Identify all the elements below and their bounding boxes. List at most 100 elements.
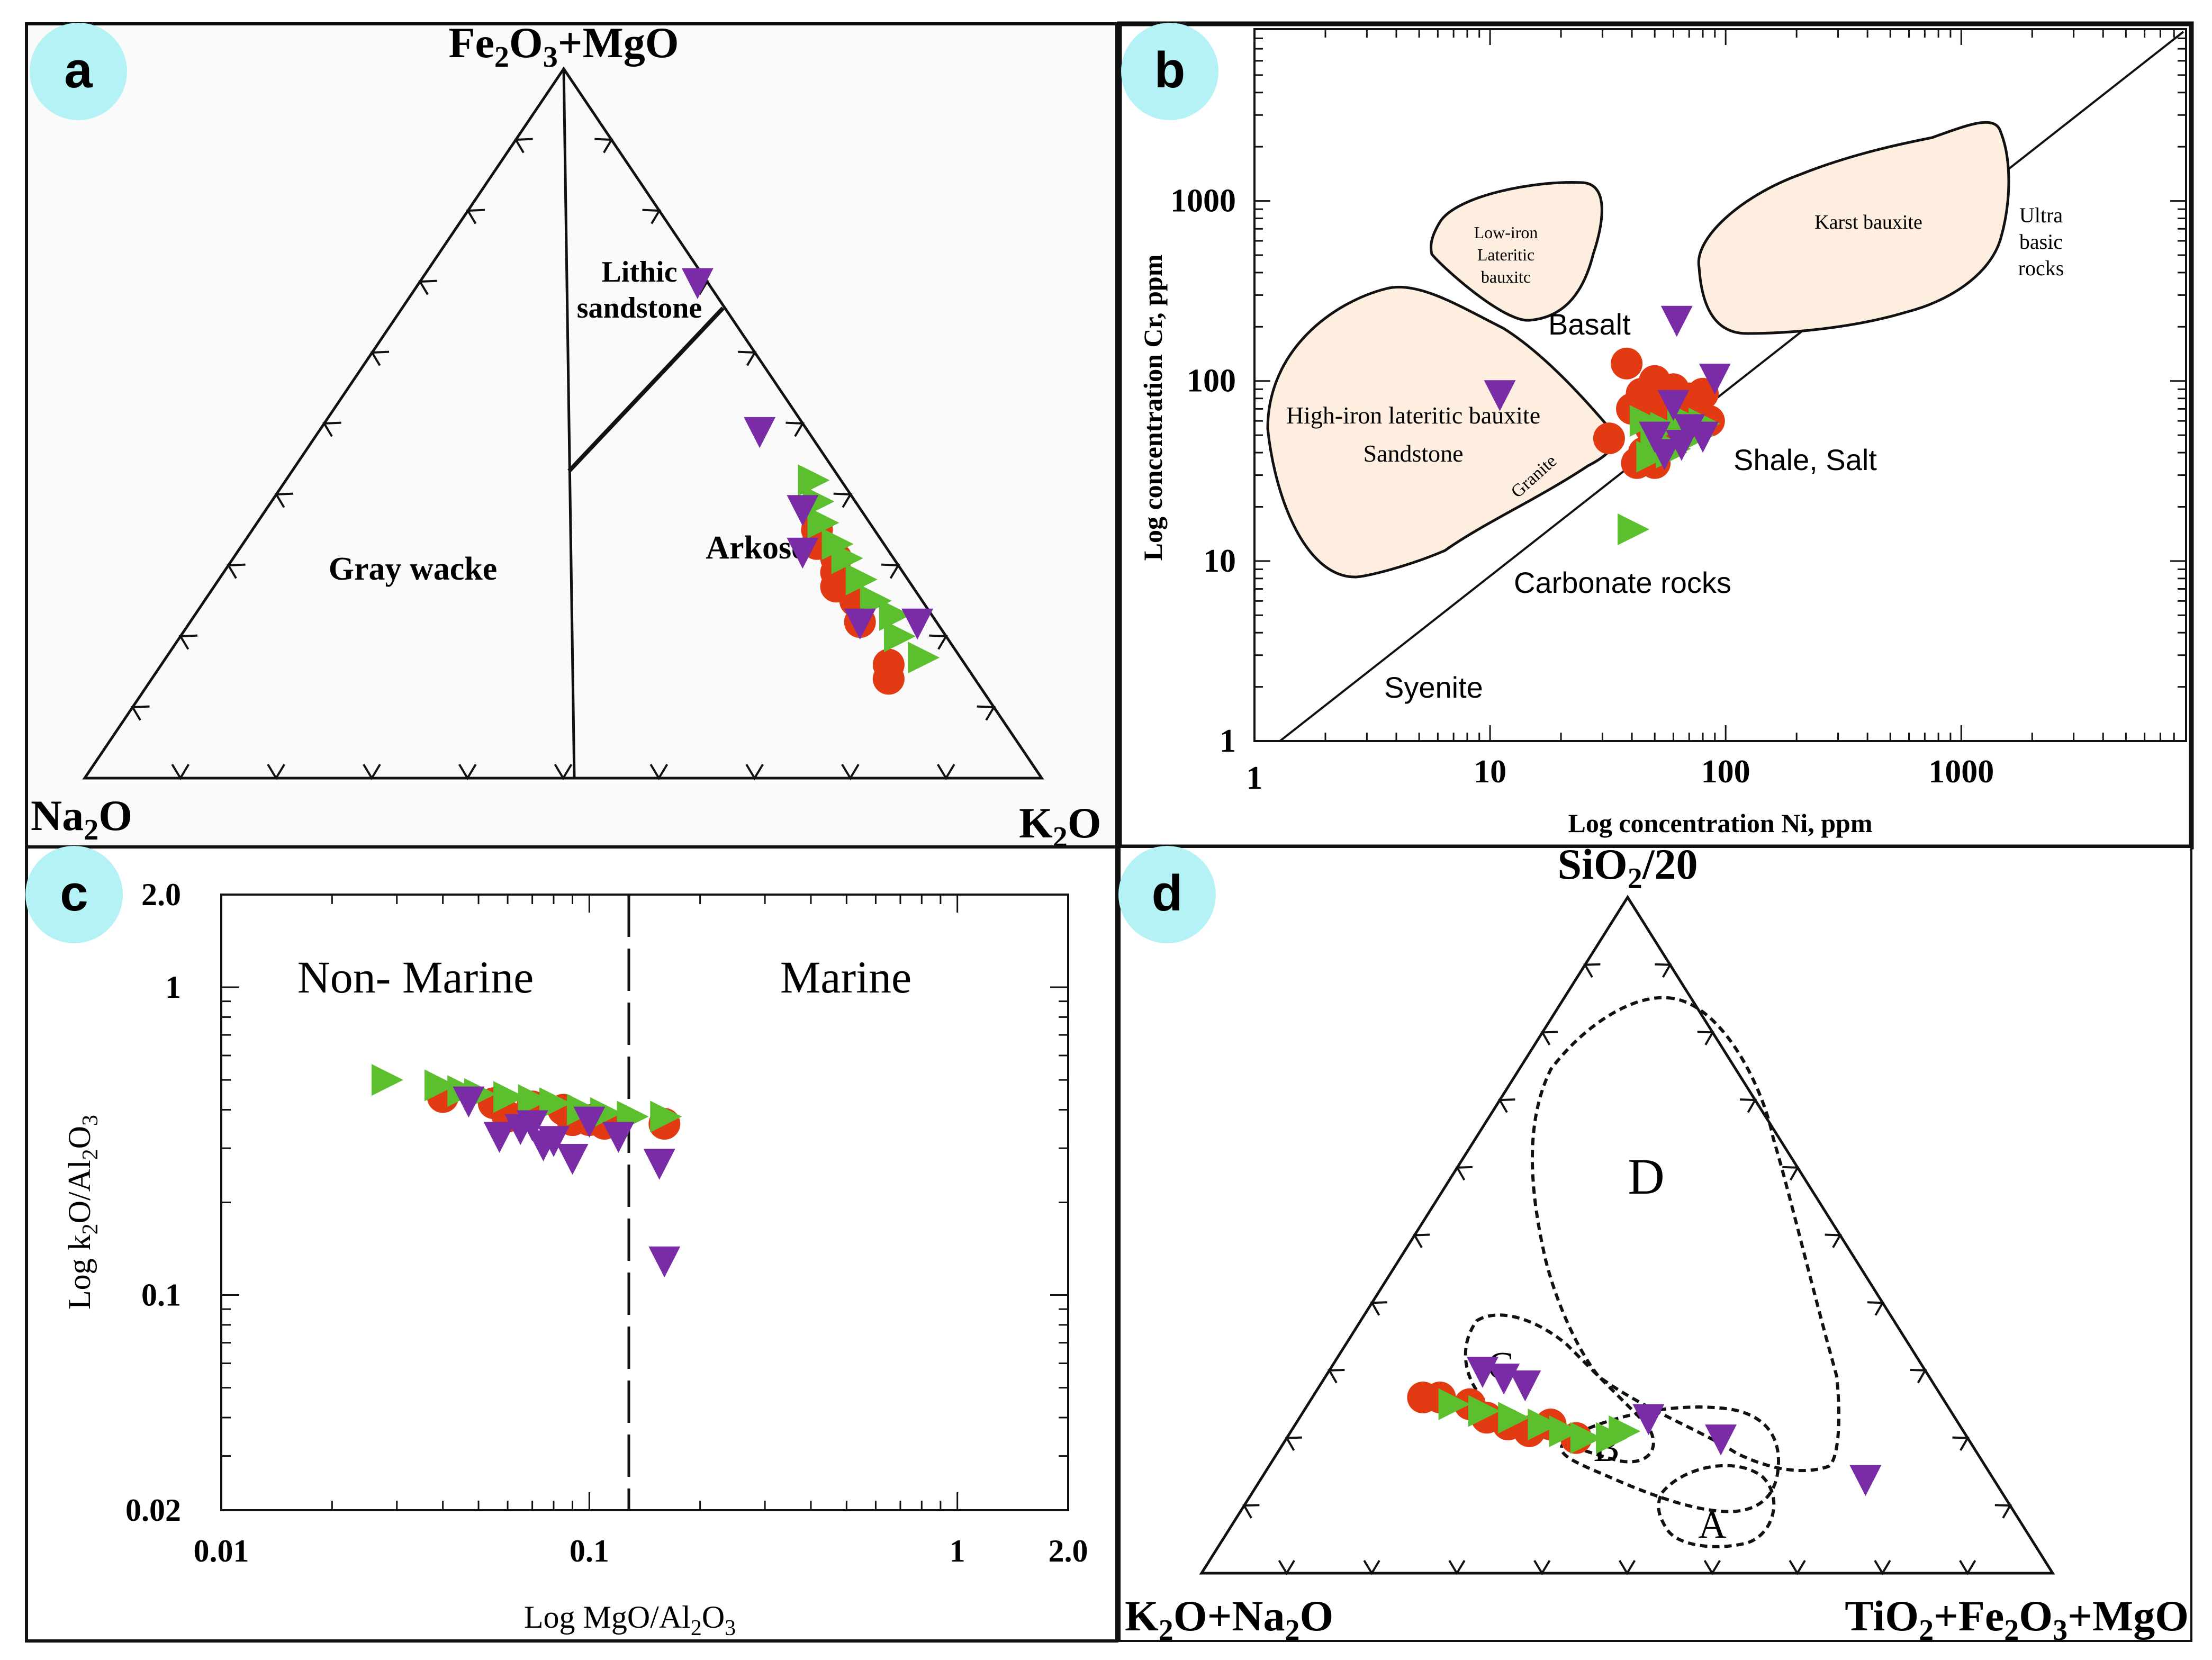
panel-b-axes xyxy=(1253,28,2187,742)
panel-d-tick xyxy=(1278,1559,1295,1575)
panel-c-ytick-label: 2.0 xyxy=(141,877,181,912)
panel-b-label-ultra-1: Ultra xyxy=(2019,203,2063,227)
panel-a-tick xyxy=(881,563,900,579)
panel-d-tick xyxy=(1874,1559,1891,1575)
panel-d-tick xyxy=(1703,1559,1721,1575)
panel-b-point-triangle-down xyxy=(1657,390,1690,421)
panel-b-ytick-label: 1 xyxy=(1220,723,1236,759)
panel-d-point-triangle-right xyxy=(1498,1402,1530,1434)
panel-d-point-triangle-down xyxy=(1705,1424,1737,1456)
panel-b-xtick-label: 1 xyxy=(1247,760,1263,796)
panel-d-point-triangle-right xyxy=(1549,1415,1581,1447)
panel-d-point-triangle-down xyxy=(1632,1404,1665,1436)
panel-a-tick xyxy=(554,763,573,780)
panel-b-xlabel: Log concentration Ni, ppm xyxy=(1568,808,1873,838)
panel-c-badge-label: c xyxy=(60,865,88,922)
panel-b-ytick-label: 10 xyxy=(1203,543,1236,579)
panel-d-tick xyxy=(1363,1559,1380,1575)
panel-c-point-triangle-down xyxy=(648,1246,681,1278)
panel-c-frame xyxy=(25,845,1118,1643)
panel-d-point-triangle-down xyxy=(1849,1465,1882,1496)
panel-a-tick xyxy=(227,563,246,579)
panel-b-points xyxy=(1484,305,1731,545)
panel-b-ylabel: Log concentration Cr, ppm xyxy=(1138,255,1168,561)
panel-d-tick xyxy=(1455,1166,1473,1181)
panel-d-ticks xyxy=(1242,963,2012,1575)
panel-b-field-low-iron xyxy=(1429,181,1603,322)
panel-d-tick xyxy=(1328,1368,1345,1384)
panel-c-point-triangle-right xyxy=(424,1069,456,1102)
panel-a-point-triangle-down xyxy=(787,495,819,526)
panel-d-field-A xyxy=(1657,1464,1776,1548)
panel-c-point-triangle-right xyxy=(493,1081,526,1113)
panel-d-tick xyxy=(1370,1301,1387,1316)
panel-b-label-carbonate: Carbonate rocks xyxy=(1514,566,1731,599)
panel-d-field-C xyxy=(1464,1313,1655,1464)
panel-a-point-triangle-right xyxy=(845,563,878,596)
panel-a-label-graywacke: Gray wacke xyxy=(329,551,498,587)
panel-b-xtick-label: 100 xyxy=(1701,754,1750,790)
panel-a-tick xyxy=(833,492,853,508)
panel-d-point-triangle-right xyxy=(1438,1388,1470,1420)
panel-c-point-triangle-down xyxy=(556,1144,589,1175)
panel-a-points xyxy=(681,268,940,695)
panel-d-tick xyxy=(1413,1233,1430,1248)
panel-c-point-triangle-right xyxy=(371,1064,403,1096)
panel-c-xlabel: Log MgO/Al2O3 xyxy=(524,1600,736,1640)
panel-d-point-triangle-right xyxy=(1468,1395,1500,1427)
panel-c-ytick-label: 0.02 xyxy=(125,1493,181,1528)
panel-a-tick xyxy=(745,763,764,780)
panel-a-point-triangle-right xyxy=(908,642,940,674)
panel-a-apex-left: Na2O xyxy=(31,791,132,846)
panel-d-tick xyxy=(1697,1031,1715,1045)
panel-a-point-triangle-right xyxy=(884,620,916,652)
panel-d: D C B A SiO2/20 K2O+Na2O TiO2+Fe2O3+MgO … xyxy=(1118,840,2192,1647)
panel-a-tick xyxy=(642,209,662,224)
panel-d-tick xyxy=(1952,1436,1970,1451)
panel-b-ytick-label: 100 xyxy=(1187,363,1236,399)
panel-a-tick xyxy=(594,138,613,154)
panel-d-label-D: D xyxy=(1628,1148,1664,1205)
panel-d-tick xyxy=(1540,1031,1558,1045)
panel-a-label-sandstone: sandstone xyxy=(577,292,702,324)
panel-c-xtick-label: 0.1 xyxy=(570,1533,609,1568)
panel-d-tick xyxy=(1910,1368,1927,1384)
panel-a-field-line-arkose xyxy=(567,306,725,473)
panel-d-point-triangle-down xyxy=(1509,1370,1541,1402)
panel-d-tick xyxy=(1994,1504,2012,1519)
panel-a-point-triangle-down xyxy=(681,268,714,299)
panel-d-tick xyxy=(1789,1559,1806,1575)
panel-a-point-triangle-right xyxy=(821,528,854,560)
panel-a-tick xyxy=(841,763,860,780)
panel-b-point-triangle-down xyxy=(1687,421,1719,453)
panel-b-ytick-label: 1000 xyxy=(1170,183,1236,219)
panel-d-tick xyxy=(1285,1436,1302,1451)
panel-c-point-triangle-down xyxy=(573,1106,606,1138)
panel-c-xtick-label: 1 xyxy=(950,1533,965,1568)
panel-c-point-triangle-down xyxy=(643,1149,675,1180)
panel-b-label-shale: Shale, Salt xyxy=(1734,443,1877,476)
panel-b-point-triangle-right xyxy=(1618,513,1650,545)
panel-d-badge-label: d xyxy=(1152,865,1183,922)
panel-a: Fe2O3+MgO Na2O K2O Lithic sandstone Arko… xyxy=(25,19,1118,854)
panel-b-point-circle xyxy=(1611,347,1643,380)
panel-d-point-triangle-right xyxy=(1528,1409,1560,1441)
panel-d-label-A: A xyxy=(1698,1503,1726,1547)
panel-a-tick xyxy=(514,138,533,154)
panel-d-tick xyxy=(1583,963,1601,978)
panel-b-label-ultra-2: basic xyxy=(2019,230,2063,254)
panel-b-field-karst xyxy=(1697,121,2010,335)
panel-d-tick xyxy=(1242,1504,1260,1519)
panel-a-ticks xyxy=(131,138,996,780)
panel-a-tick xyxy=(458,763,477,780)
panel-b-ratio-line xyxy=(1279,31,2184,742)
panel-c-point-triangle-down xyxy=(453,1086,485,1118)
panel-b-point-triangle-down xyxy=(1639,421,1671,453)
panel-d-field-D xyxy=(1531,996,1841,1473)
panel-a-tick xyxy=(466,209,485,224)
panel-b-label-karst: Karst bauxite xyxy=(1814,211,1922,233)
panel-b-point-triangle-down xyxy=(1699,364,1731,395)
